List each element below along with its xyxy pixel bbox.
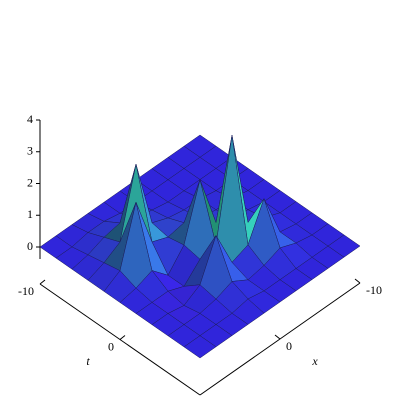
t-tick <box>119 335 126 340</box>
z-tick-label: 2 <box>27 175 33 189</box>
t-tick-label: 0 <box>108 339 114 353</box>
x-tick-label: -10 <box>366 283 382 297</box>
surface-patch <box>183 335 217 359</box>
t-tick-label: -10 <box>18 284 34 298</box>
x-tick-label: 0 <box>286 339 292 353</box>
z-tick-label: 1 <box>27 207 33 221</box>
z-tick-label: 3 <box>27 144 33 158</box>
t-tick <box>39 279 46 285</box>
x-tick <box>354 278 361 284</box>
z-tick-label: 4 <box>27 112 33 126</box>
x-axis-label: x <box>311 354 318 368</box>
t-axis-label: t <box>86 354 90 368</box>
x-tick <box>274 334 281 340</box>
z-tick-label: 0 <box>27 239 33 253</box>
